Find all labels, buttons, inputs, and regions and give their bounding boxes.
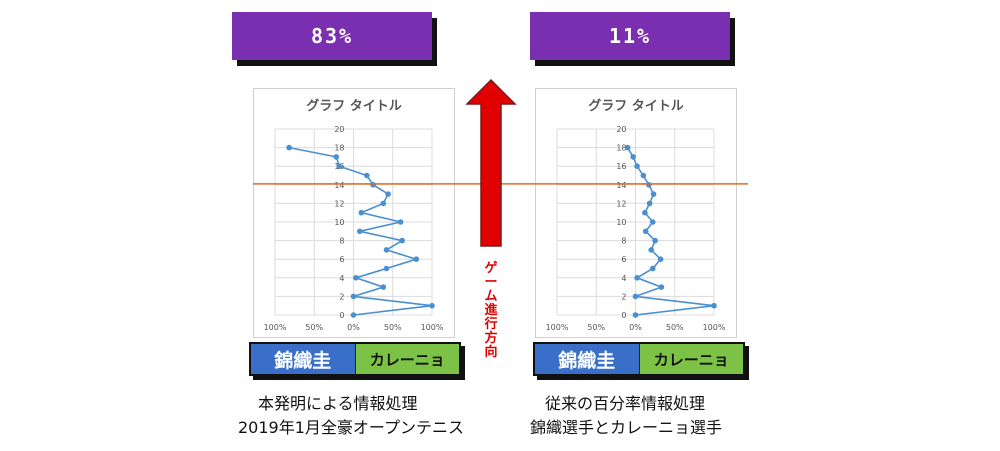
right-data-point (632, 312, 639, 318)
right-y-tick-label: 10 (616, 218, 626, 227)
left-data-point (397, 219, 404, 225)
right-x-tick-label: 100% (546, 323, 569, 332)
right-data-point (640, 172, 647, 179)
left-y-tick-label: 8 (339, 237, 344, 246)
left-data-point (358, 209, 365, 216)
right-y-tick-label: 6 (621, 255, 626, 264)
left-y-tick-label: 6 (339, 255, 344, 264)
left-data-point (353, 275, 359, 281)
left-x-tick-label: 100% (421, 323, 444, 332)
right-percentage-box: 11% (530, 12, 730, 60)
left-data-point (380, 200, 387, 207)
right-y-tick-label: 20 (616, 125, 626, 134)
left-data-point (350, 312, 357, 318)
right-y-tick-label: 4 (621, 274, 626, 283)
left-legend-player-a: 錦織圭 (251, 344, 356, 374)
left-percentage: 83% (310, 24, 354, 48)
left-x-tick-label: 0% (347, 323, 360, 332)
right-y-tick-label: 14 (616, 181, 626, 190)
left-legend-player-b: カレーニョ (355, 344, 459, 374)
right-data-point (652, 237, 658, 244)
arrow-label: ゲーム進行方向 (484, 261, 498, 360)
right-data-point (642, 228, 649, 235)
right-chart-title: グラフ タイトル (588, 99, 684, 114)
left-chart-title: グラフ タイトル (306, 99, 402, 114)
left-percentage-box: 83% (232, 12, 432, 60)
left-y-tick-label: 4 (339, 274, 344, 283)
left-data-point (286, 144, 292, 151)
left-x-tick-label: 50% (305, 323, 323, 332)
left-data-point (429, 302, 435, 309)
left-data-point (383, 247, 390, 253)
left-data-point (370, 182, 376, 188)
right-y-tick-label: 8 (621, 237, 626, 246)
right-data-point (649, 219, 656, 225)
right-x-tick-label: 50% (666, 323, 684, 332)
right-legend: 錦織圭 カレーニョ (533, 342, 745, 376)
right-data-point (632, 293, 639, 300)
right-data-point (657, 256, 664, 263)
right-legend-player-b: カレーニョ (639, 344, 743, 374)
left-y-tick-label: 2 (339, 292, 344, 301)
right-percentage: 11% (608, 24, 652, 48)
right-data-point (634, 163, 640, 169)
right-y-tick-label: 16 (616, 162, 626, 171)
left-caption-line1: 本発明による情報処理 (258, 394, 418, 413)
game-direction-arrow (465, 78, 517, 247)
right-y-tick-label: 2 (621, 292, 626, 301)
right-x-tick-label: 100% (703, 323, 726, 332)
left-data-point (356, 228, 363, 235)
left-legend: 錦織圭 カレーニョ (249, 342, 461, 376)
left-data-point (385, 191, 391, 197)
right-legend-player-a: 錦織圭 (535, 344, 640, 374)
right-data-point (634, 275, 640, 281)
left-data-point (399, 237, 405, 244)
left-y-tick-label: 0 (339, 311, 344, 320)
left-y-tick-label: 10 (334, 218, 344, 227)
left-y-tick-label: 18 (334, 144, 344, 153)
left-y-tick-label: 12 (334, 199, 344, 208)
left-data-point (383, 265, 390, 272)
left-data-point (380, 284, 387, 290)
left-y-tick-label: 14 (334, 181, 344, 190)
right-data-point (711, 302, 717, 309)
right-data-point (646, 182, 652, 188)
right-caption-line1: 従来の百分率情報処理 (545, 394, 706, 413)
right-data-point (650, 191, 657, 197)
left-y-tick-label: 20 (334, 125, 344, 134)
right-data-point (648, 247, 654, 253)
right-y-tick-label: 18 (616, 144, 626, 153)
right-data-point (646, 200, 653, 207)
left-caption-line2: 2019年1月全豪オープンテニス (238, 418, 464, 437)
left-data-point (333, 154, 340, 160)
left-data-point (336, 163, 343, 169)
right-y-tick-label: 12 (616, 199, 626, 208)
right-y-tick-label: 0 (621, 311, 626, 320)
right-series-line (626, 147, 715, 316)
left-data-point (413, 256, 420, 263)
right-data-point (649, 265, 656, 272)
right-data-point (624, 144, 631, 151)
left-x-tick-label: 50% (384, 323, 402, 332)
right-caption-line2: 錦織選手とカレーニョ選手 (530, 418, 723, 437)
left-data-point (350, 293, 357, 300)
right-data-point (642, 209, 648, 216)
right-x-tick-label: 0% (629, 323, 642, 332)
left-data-point (364, 172, 370, 179)
right-x-tick-label: 50% (587, 323, 605, 332)
right-data-point (630, 154, 636, 160)
right-data-point (658, 284, 665, 290)
left-x-tick-label: 100% (264, 323, 287, 332)
